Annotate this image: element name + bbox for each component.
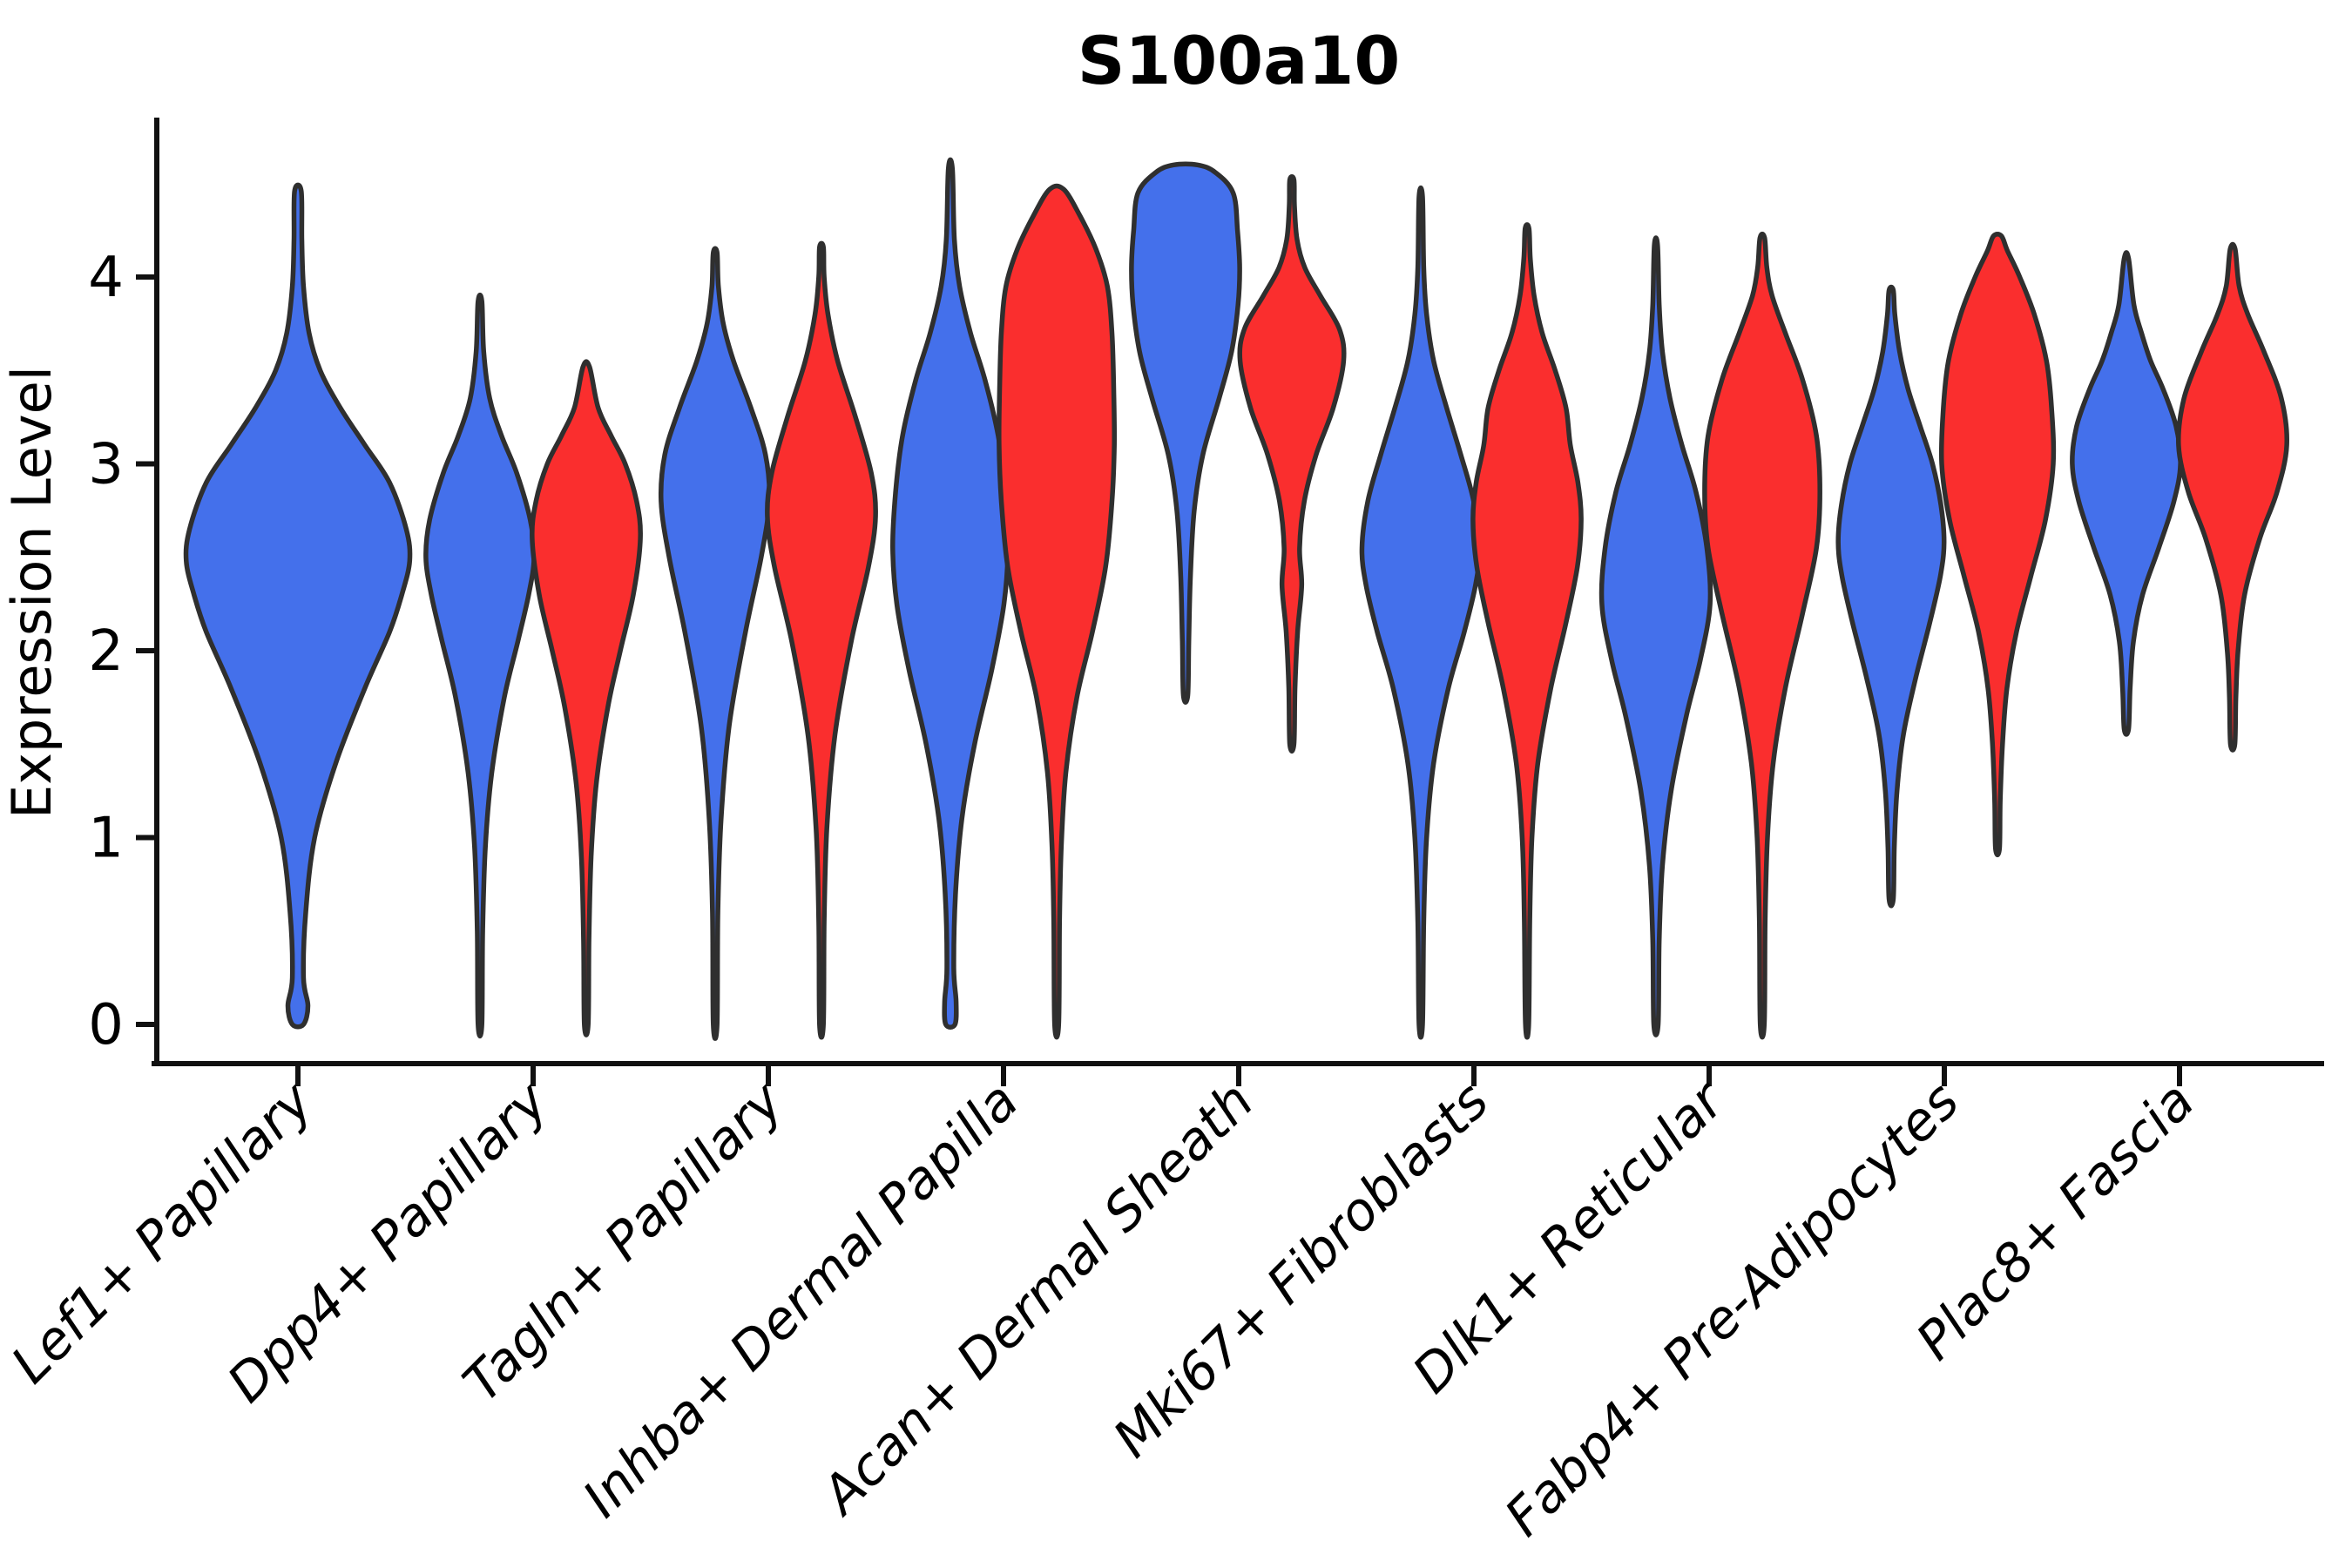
x-tick-label-acan-dermal-sheath: Acan+ Dermal Sheath (808, 1071, 1266, 1528)
violin-fabp4-pre-adipocytes-blue (1835, 284, 1947, 909)
violin-mki67-fibroblasts-blue (1359, 185, 1483, 1040)
violin-dpp4-papillary-red (530, 359, 643, 1037)
violin-dlk1-reticular-blue (1598, 235, 1713, 1037)
violin-fabp4-pre-adipocytes-red (1938, 231, 2057, 858)
y-tick-label: 0 (88, 993, 124, 1058)
y-axis-ticks: 0 1 2 3 4 (88, 246, 157, 1058)
x-tick-label-inhba-dermal-papilla: Inhba+ Dermal Papilla (571, 1071, 1030, 1529)
y-tick-label: 4 (88, 246, 124, 310)
y-tick-label: 3 (88, 433, 124, 497)
violin-mki67-fibroblasts-red (1470, 222, 1584, 1040)
violin-plac8-fascia-red (2176, 241, 2289, 753)
violin-tagln-papillary-blue (658, 246, 773, 1041)
violin-tagln-papillary-red (765, 240, 878, 1040)
y-axis-label: Expression Level (0, 366, 64, 819)
violin-inhba-dermal-papilla-blue (890, 157, 1010, 1030)
violin-dpp4-papillary-blue (423, 292, 537, 1039)
y-tick-label: 1 (88, 807, 124, 871)
x-tick-label-fabp4-pre-adipocytes: Fabp4+ Pre-Adipocytes (1493, 1071, 1970, 1548)
violins-layer (183, 157, 2289, 1041)
chart-title: S100a10 (1078, 22, 1400, 99)
violin-lef1-papillary-blue (183, 182, 413, 1030)
violin-dlk1-reticular-red (1702, 231, 1822, 1040)
violin-acan-dermal-sheath-blue (1129, 161, 1242, 705)
violin-inhba-dermal-papilla-red (997, 183, 1118, 1040)
violin-acan-dermal-sheath-red (1237, 174, 1347, 754)
y-tick-label: 2 (88, 619, 124, 684)
violin-plac8-fascia-blue (2070, 250, 2183, 737)
